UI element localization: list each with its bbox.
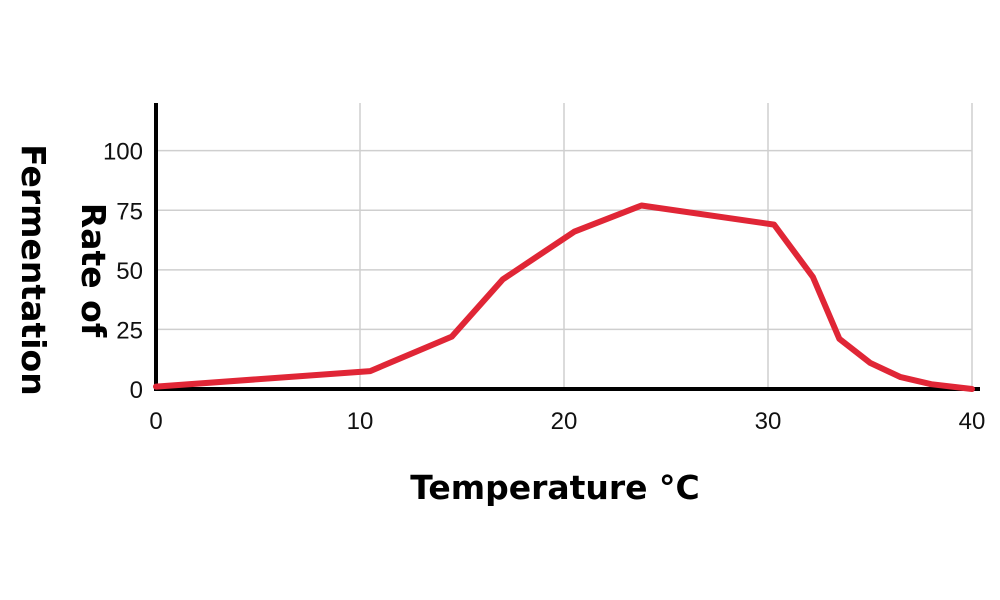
y-tick-label: 0 bbox=[130, 377, 143, 404]
vertical-gridlines bbox=[359, 103, 973, 389]
x-tick-labels: 0 10 20 30 40 bbox=[149, 408, 985, 435]
y-axis-title-line-1: Rate of bbox=[74, 203, 113, 338]
y-axis-title: Rate of Fermentation bbox=[14, 144, 113, 395]
y-tick-label: 100 bbox=[103, 139, 143, 166]
y-axis-title-line-2: Fermentation bbox=[14, 144, 53, 395]
y-tick-label: 75 bbox=[116, 198, 143, 225]
series-line bbox=[153, 202, 975, 392]
x-tick-label: 40 bbox=[959, 408, 986, 435]
x-axis-title: Temperature °C bbox=[410, 468, 700, 507]
axes bbox=[154, 103, 980, 391]
y-tick-labels: 0 25 50 75 100 bbox=[103, 139, 143, 404]
x-tick-label: 30 bbox=[755, 408, 782, 435]
x-tick-label: 0 bbox=[149, 408, 162, 435]
y-tick-label: 50 bbox=[116, 258, 143, 285]
y-tick-label: 25 bbox=[116, 317, 143, 344]
x-tick-label: 10 bbox=[347, 408, 374, 435]
x-tick-label: 20 bbox=[551, 408, 578, 435]
